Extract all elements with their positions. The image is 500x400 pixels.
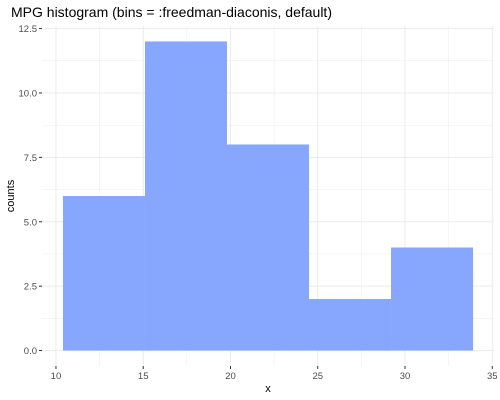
y-axis-ticks: 0.0 2.5 5.0 7.5 10.0 12.5 xyxy=(19,24,42,357)
y-tick-label: 0.0 xyxy=(24,346,37,357)
histogram-bar xyxy=(144,41,227,351)
x-tick-label: 25 xyxy=(312,371,323,382)
histogram-bar xyxy=(62,196,145,351)
histogram-bar xyxy=(226,144,310,351)
x-axis-ticks: 10 15 20 25 30 35 xyxy=(51,366,498,382)
x-tick-label: 15 xyxy=(138,371,149,382)
y-tick-label: 12.5 xyxy=(19,24,38,35)
histogram-bar xyxy=(309,299,392,351)
chart-title: MPG histogram (bins = :freedman-diaconis… xyxy=(11,4,332,20)
x-tick-label: 10 xyxy=(51,371,62,382)
y-tick-label: 10.0 xyxy=(19,88,38,99)
y-tick-label: 2.5 xyxy=(24,282,37,293)
x-axis-label: x xyxy=(265,383,271,395)
histogram-bar xyxy=(391,247,474,351)
y-axis-label: counts xyxy=(5,179,17,212)
y-tick-label: 7.5 xyxy=(24,153,37,164)
x-tick-label: 30 xyxy=(400,371,411,382)
x-tick-label: 35 xyxy=(487,371,498,382)
histogram-bars xyxy=(62,41,474,351)
x-tick-label: 20 xyxy=(225,371,236,382)
y-tick-label: 5.0 xyxy=(24,217,37,228)
